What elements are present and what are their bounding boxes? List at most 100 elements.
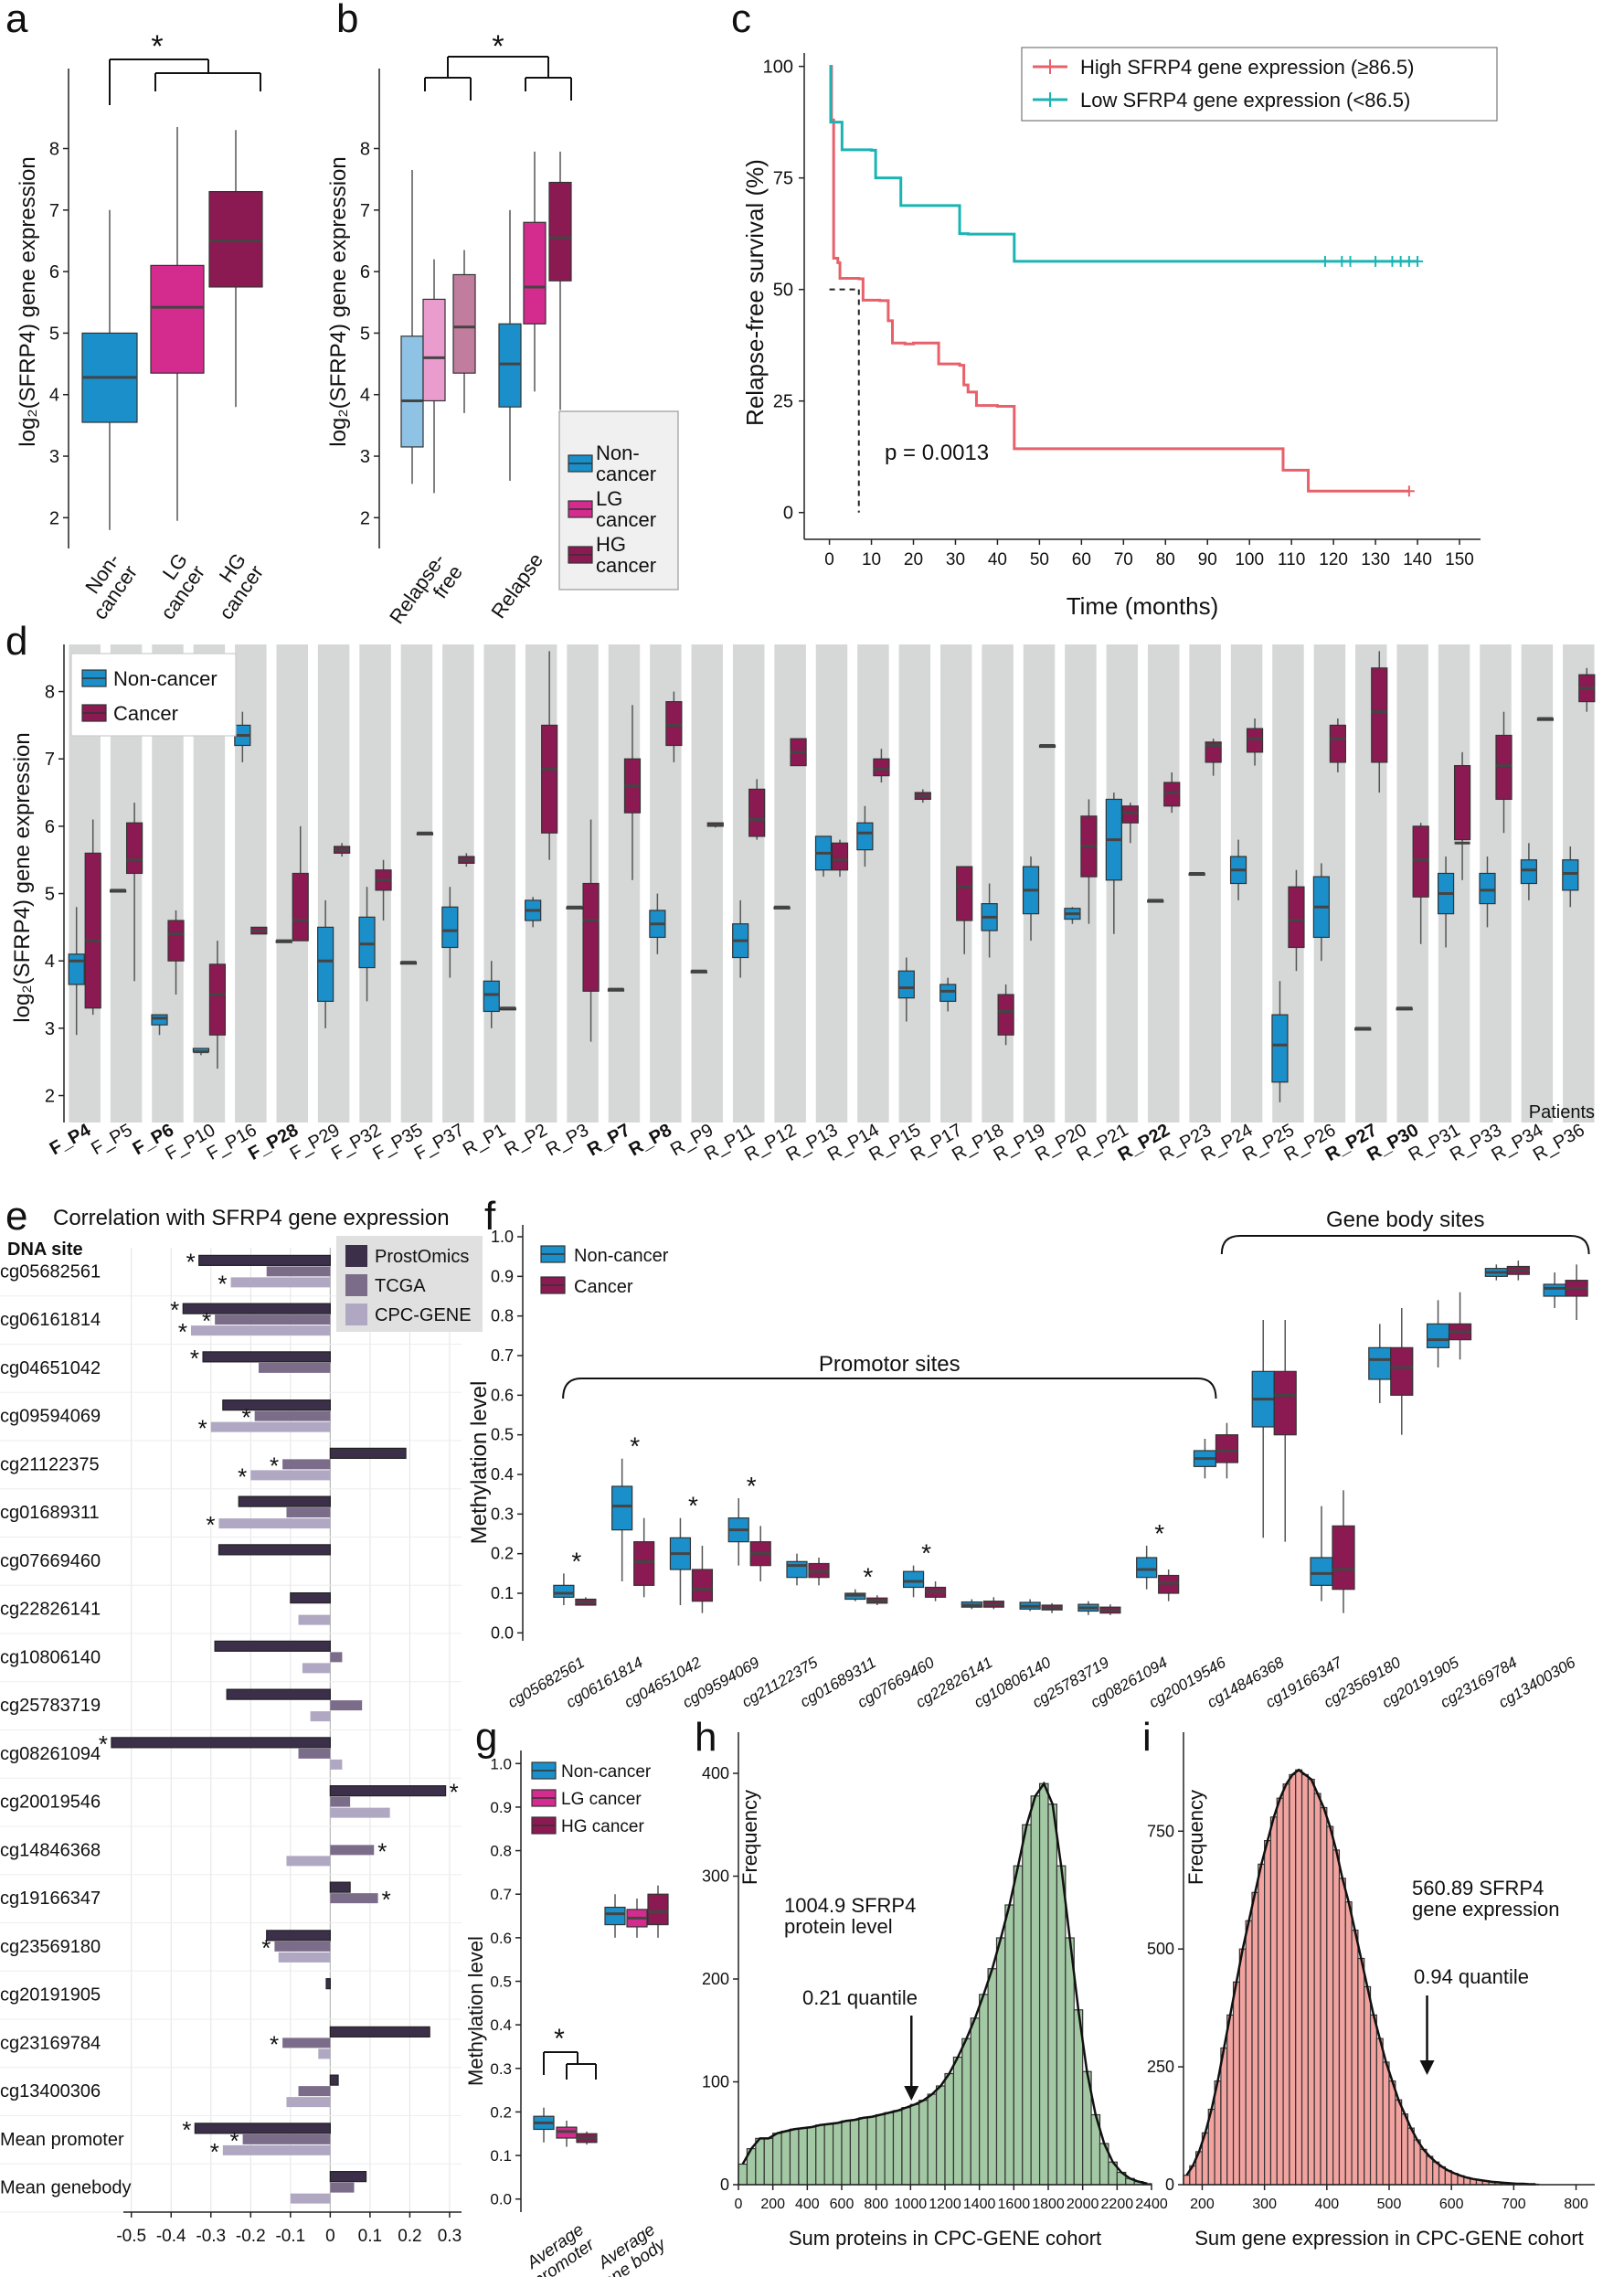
d-box-cancer-R_P8-box <box>665 701 683 747</box>
e-bar-cg08261094-1 <box>298 1748 331 1759</box>
i-bin <box>1401 2113 1409 2186</box>
e-site-label-0: cg05682561 <box>0 1261 101 1282</box>
h-ytick-label: 0 <box>720 2176 729 2194</box>
g-ytick-label: 0.6 <box>490 1930 512 1947</box>
e-bar-cg04651042-0 <box>202 1351 331 1363</box>
g-legend-label-1: LG cancer <box>561 1790 642 1809</box>
i-annotation-value: 560.89 SFRP4 gene expression <box>1412 1877 1559 1921</box>
i-bin <box>1245 1920 1253 2186</box>
h-bin <box>952 2056 963 2186</box>
h-bin <box>995 1937 1006 2186</box>
a-box-1-box <box>150 264 205 374</box>
c-xtick-label: 140 <box>1403 550 1432 569</box>
panel-label-c: c <box>731 0 751 41</box>
e-bar-cg25783719-0 <box>226 1688 331 1700</box>
d-box-noncancer-R_P33-box <box>1479 872 1496 905</box>
d-xlabel-F_P4: F_P4 <box>47 1120 95 1159</box>
d-xlabel-R_P7: R_P7 <box>584 1120 633 1160</box>
e-bar-cg01689311-0 <box>238 1495 331 1507</box>
e-bar-cg08261094-0 <box>111 1737 331 1749</box>
f-legend-label-1: Cancer <box>574 1277 633 1297</box>
f-ytick-label: 0.9 <box>491 1267 514 1285</box>
h-bin <box>1056 1865 1067 2186</box>
e-bar-cg13400306-0 <box>329 2074 339 2086</box>
i-bin <box>1413 2139 1421 2186</box>
e-bar-cg04651042-1 <box>259 1362 331 1373</box>
e-bar-Mean promoter-2 <box>222 2144 331 2155</box>
d-box-cancer-R_P17-box <box>956 866 973 921</box>
e-bar-cg13400306-2 <box>286 2097 331 2108</box>
c-legend-label-1: Low SFRP4 gene expression (<86.5) <box>1080 89 1410 112</box>
e-bar-cg08261094-2 <box>330 1759 343 1770</box>
panel-label-f: f <box>484 1194 496 1239</box>
f-sig-mark: * <box>863 1563 873 1591</box>
c-ytick-label: 0 <box>783 504 793 524</box>
e-sig-mark: * <box>210 2138 219 2165</box>
h-bin <box>927 2093 938 2186</box>
e-xtick-label: 0.1 <box>358 2227 382 2246</box>
d-box-noncancer-R_P1-box <box>483 980 500 1013</box>
e-site-label-11: cg20019546 <box>0 1793 101 1813</box>
h-xtick-label: 2200 <box>1101 2197 1134 2212</box>
i-bin <box>1351 1929 1359 2186</box>
i-bin <box>1326 1825 1334 2186</box>
e-sig-mark: * <box>382 1886 391 1913</box>
e-site-label-13: cg19166347 <box>0 1889 101 1909</box>
e-sig-mark: * <box>206 1511 215 1538</box>
d-box-noncancer-R_P14-box <box>856 822 874 851</box>
f-sig-mark: * <box>921 1539 931 1568</box>
f-ytick-label: 0.4 <box>491 1465 514 1484</box>
a-xlabel-0: Non-cancer <box>71 549 142 624</box>
c-xtick-label: 50 <box>1030 550 1049 569</box>
b-ytick-label: 7 <box>360 201 370 221</box>
f-box-noncancer-cg08261094-box <box>1136 1557 1158 1579</box>
e-bar-cg22826141-0 <box>290 1592 331 1604</box>
c-ytick-label: 25 <box>773 392 793 412</box>
d-stripe <box>732 644 765 1123</box>
i-bin <box>1357 1957 1365 2186</box>
f-promoter-bracket <box>562 1378 1217 1399</box>
i-bin <box>1426 2155 1434 2186</box>
h-bin <box>866 2116 877 2186</box>
g-legend-label-2: HG cancer <box>561 1817 644 1836</box>
i-bin <box>1251 1891 1259 2186</box>
h-bin <box>789 2128 800 2186</box>
i-bin <box>1232 1981 1240 2186</box>
i-bin <box>1289 1773 1297 2186</box>
e-bar-cg09594069-1 <box>254 1410 331 1421</box>
d-box-cancer-F_P28-box <box>292 872 309 942</box>
f-sig-mark: * <box>1154 1519 1164 1548</box>
f-sig-mark: * <box>571 1547 581 1575</box>
b-ytick-label: 2 <box>360 508 370 528</box>
h-bin <box>772 2133 782 2186</box>
e-bar-cg13400306-1 <box>298 2086 331 2097</box>
a-sig: * <box>151 29 163 64</box>
i-bin <box>1226 2014 1235 2186</box>
d-stripe <box>1065 644 1097 1123</box>
c-xtick-label: 0 <box>824 550 834 569</box>
c-xtick-label: 40 <box>988 550 1007 569</box>
e-bar-cg21122375-1 <box>282 1459 331 1470</box>
c-xlabel: Time (months) <box>1067 592 1219 620</box>
e-bar-cg23569180-2 <box>278 1952 331 1963</box>
d-stripe <box>483 644 516 1123</box>
f-box-noncancer-cg07669460-box <box>902 1570 925 1589</box>
h-bin <box>961 2038 971 2186</box>
d-box-cancer-R_P2-box <box>541 724 558 834</box>
a-ytick-label: 6 <box>49 262 59 282</box>
d-box-noncancer-R_P15-box <box>897 970 915 999</box>
h-bin <box>832 2122 843 2186</box>
e-bar-cg22826141-2 <box>298 1614 331 1625</box>
f-box-cancer-cg06161814-box <box>633 1541 655 1586</box>
d-legend-label-0: Non-cancer <box>113 667 218 690</box>
c-legend-box <box>1021 47 1498 122</box>
a-ytick-label: 3 <box>49 447 59 467</box>
d-ytick-label: 7 <box>45 750 55 770</box>
c-xtick-label: 130 <box>1361 550 1390 569</box>
h-bin <box>1022 1824 1032 2186</box>
e-sig-mark: * <box>198 1415 207 1442</box>
g-ytick-label: 0.5 <box>490 1974 512 1991</box>
e-site-label-7: cg22826141 <box>0 1600 101 1620</box>
g-ytick-label: 0.3 <box>490 2060 512 2078</box>
i-bin <box>1269 1816 1278 2186</box>
